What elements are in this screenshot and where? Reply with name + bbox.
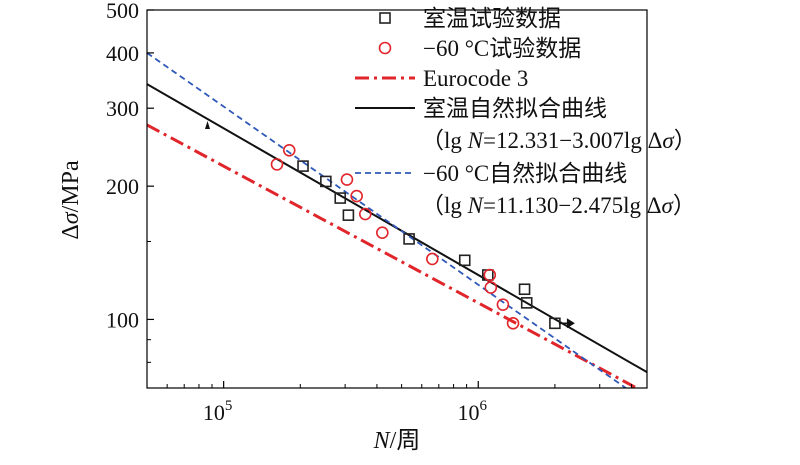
annotation-mark [205,121,210,129]
legend-label: −60 °C自然拟合曲线 [423,161,627,186]
fit-line [147,52,628,388]
legend: 室温试验数据 −60 °C试验数据 Eurocode 3 室温自然拟合曲线 （lg N=… [355,6,697,218]
axes-layer: 100 200 300 400 500 105 106 [106,0,633,425]
data-point-square [297,160,309,172]
fit-line [147,123,640,388]
x-axis-title: N/周 [373,428,421,454]
data-series-layer [147,52,647,388]
runout-arrow-head [566,318,575,329]
data-point-circle [282,144,296,157]
data-point-circle [270,158,284,171]
legend-marker-circle [378,41,392,55]
data-point-square [334,192,347,204]
y-tick-label: 200 [106,174,139,199]
legend-label: −60 °C试验数据 [423,36,581,61]
data-point-square [520,297,533,309]
data-point-circle [506,317,520,330]
y-axis-title: Δσ/MPa [58,160,84,240]
y-tick-label: 300 [106,96,139,121]
data-point-circle [496,298,510,311]
legend-label: 室温自然拟合曲线 [423,96,607,121]
x-tick-label: 105 [203,398,233,425]
legend-equation: （lg N=12.331−3.007lg Δσ） [421,128,697,153]
data-point-circle [358,207,372,221]
x-tick-label: 106 [458,398,488,425]
data-point-circle [376,226,389,240]
data-point-circle [484,281,498,294]
data-point-square [342,209,355,221]
legend-marker-square [379,12,391,24]
data-point-circle [483,268,497,282]
y-tick-label: 100 [106,307,139,332]
plot-frame [146,9,648,389]
data-point-circle [350,189,363,203]
data-point-square [320,175,332,188]
legend-label: 室温试验数据 [423,6,561,31]
y-tick-label: 500 [106,0,139,23]
y-tick-label: 400 [106,41,139,66]
data-point-square [518,283,531,296]
data-point-circle [340,173,354,186]
legend-label: Eurocode 3 [423,66,528,91]
data-point-square [403,233,415,245]
legend-equation: （lg N=11.130−2.475lg Δσ） [421,193,696,218]
data-point-circle [426,252,439,266]
data-point-square [458,254,471,267]
